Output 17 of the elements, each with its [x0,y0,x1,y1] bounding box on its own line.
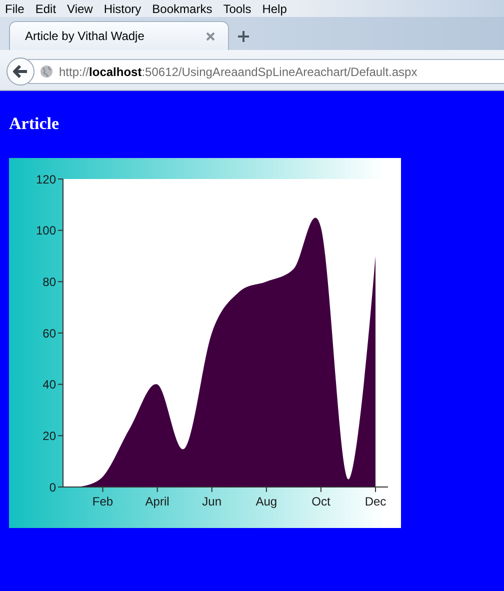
x-tick-label: April [145,494,170,509]
y-tick-label: 60 [42,326,56,340]
address-field: http://localhost:50612/UsingAreaandSpLineAreachart/Default.aspx [28,59,504,84]
y-tick-label: 100 [36,224,56,238]
chart-title: Article [9,114,60,134]
x-tick-label: Jun [202,494,222,509]
x-tick-label: Oct [312,494,331,509]
menu-bar: File Edit View History Bookmarks Tools Help [0,0,504,17]
y-tick-label: 20 [42,428,56,443]
browser-tab: Article by Vithal Wadje [9,21,229,50]
x-tick-label: Aug [256,494,278,509]
x-tick-label: Dec [364,494,386,509]
y-tick-label: 40 [42,378,56,392]
y-tick-label: 0 [49,480,56,494]
y-tick-label: 120 [36,172,56,186]
x-tick-label: Feb [92,494,114,509]
y-tick-label: 80 [42,274,56,289]
